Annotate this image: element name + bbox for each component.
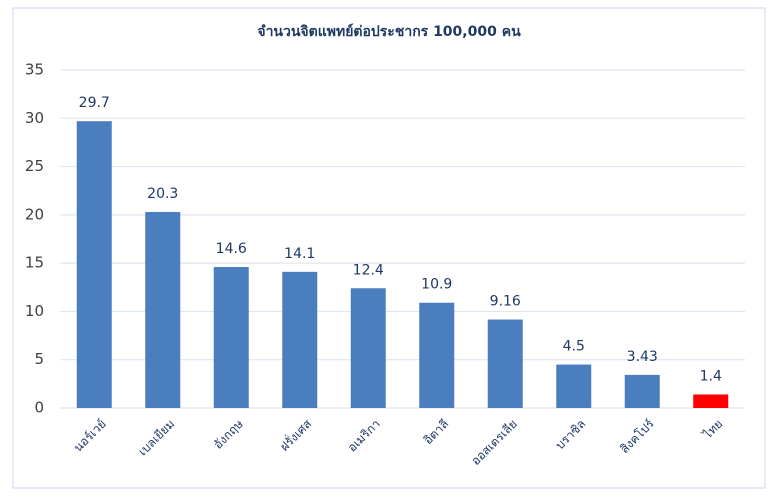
bar	[282, 271, 318, 408]
data-label: 4.5	[563, 339, 585, 355]
bar	[556, 364, 592, 408]
bar	[213, 267, 249, 408]
data-label: 14.1	[284, 246, 315, 262]
chart-border	[12, 7, 766, 489]
data-label: 20.3	[147, 186, 178, 202]
bar	[76, 121, 112, 408]
y-tick-label: 35	[25, 61, 44, 79]
y-tick-label: 15	[25, 254, 44, 272]
y-tick-label: 20	[25, 205, 44, 223]
data-label: 14.6	[216, 241, 247, 257]
y-tick-label: 10	[25, 302, 44, 320]
bar	[487, 319, 523, 408]
y-tick-label: 25	[25, 157, 44, 175]
data-label: 12.4	[353, 262, 384, 278]
data-label: 9.16	[490, 294, 521, 310]
bar	[693, 394, 729, 408]
data-label: 10.9	[421, 277, 452, 293]
y-tick-label: 0	[34, 399, 44, 417]
chart-title: จำนวนจิตแพทย์ต่อประชากร 100,000 คน	[257, 23, 521, 40]
y-tick-label: 30	[25, 109, 44, 127]
bar	[419, 302, 455, 408]
data-label: 3.43	[627, 349, 658, 365]
data-label: 29.7	[79, 95, 110, 111]
data-label: 1.4	[700, 368, 722, 384]
bar	[350, 288, 386, 408]
y-tick-label: 5	[34, 350, 44, 368]
bar	[624, 374, 660, 408]
bar	[145, 211, 181, 408]
